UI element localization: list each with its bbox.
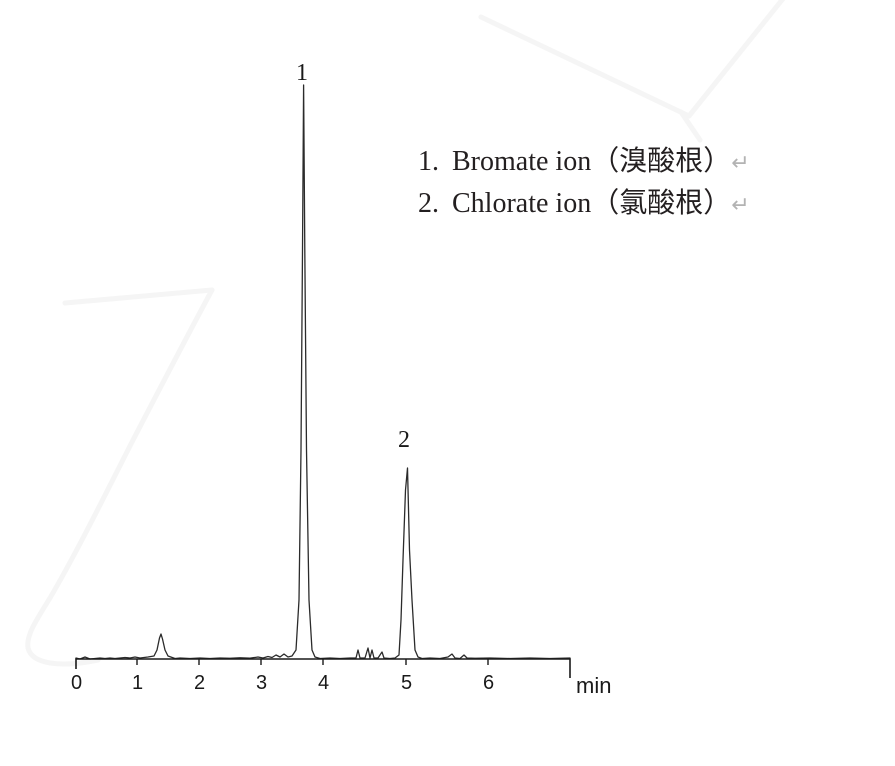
svg-text:3: 3 [256,672,267,694]
svg-text:2: 2 [398,427,410,453]
svg-text:5: 5 [401,672,412,694]
svg-text:4: 4 [318,672,329,694]
svg-text:1: 1 [132,672,143,694]
svg-text:2: 2 [194,672,205,694]
svg-text:1: 1 [296,60,308,86]
svg-text:0: 0 [71,672,82,694]
svg-text:min: min [576,673,611,698]
svg-text:6: 6 [483,672,494,694]
